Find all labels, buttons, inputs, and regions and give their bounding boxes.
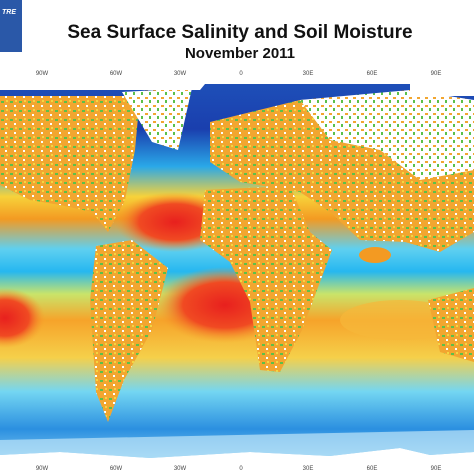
longitude-label: 60E (367, 466, 378, 472)
bottom-longitudes: 90W 60W 30W 0 30E 60E 90E (36, 466, 442, 472)
longitude-label: 90W (36, 71, 49, 77)
longitude-label: 30W (174, 71, 187, 77)
subtitle: November 2011 (185, 45, 295, 62)
longitude-label: 60W (110, 466, 123, 472)
longitude-label: 60E (367, 71, 378, 77)
logo-box (0, 0, 22, 52)
longitude-label: 0 (239, 71, 243, 77)
longitude-label: 90E (431, 71, 442, 77)
top-longitudes: 90W 60W 30W 0 30E 60E 90E (36, 71, 442, 77)
longitude-label: 30W (174, 466, 187, 472)
longitude-label: 0 (239, 466, 243, 472)
logo-text: TRE (2, 9, 16, 16)
longitude-label: 90W (36, 466, 49, 472)
title: Sea Surface Salinity and Soil Moisture (67, 22, 412, 43)
longitude-label: 30E (303, 71, 314, 77)
longitude-label: 30E (303, 466, 314, 472)
map (0, 84, 474, 458)
longitude-label: 90E (431, 466, 442, 472)
longitude-label: 60W (110, 71, 123, 77)
